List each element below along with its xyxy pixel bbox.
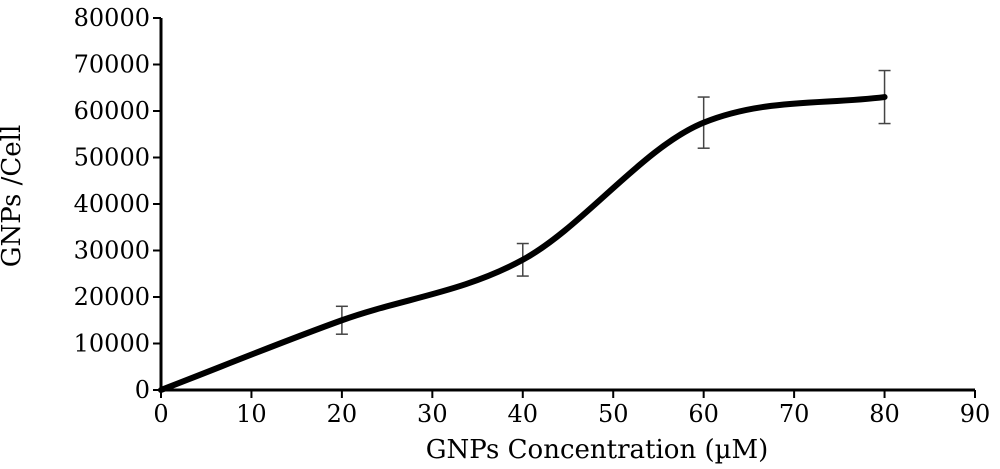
x-tick-label: 10 xyxy=(236,400,267,428)
error-bars xyxy=(335,69,891,335)
x-tick-label: 20 xyxy=(327,400,358,428)
x-tick-label: 0 xyxy=(153,400,168,428)
y-tick-label: 20000 xyxy=(74,283,150,311)
y-tick-label: 60000 xyxy=(74,97,150,125)
x-axis-title: GNPs Concentration (µM) xyxy=(426,435,769,465)
x-tick-label: 80 xyxy=(869,400,900,428)
x-tick-label: 30 xyxy=(417,400,448,428)
y-tick-label: 10000 xyxy=(74,330,150,358)
y-axis-ticks: 0 10000 20000 30000 40000 50000 60000 70000 8000… xyxy=(74,4,161,404)
x-tick-label: 60 xyxy=(688,400,719,428)
series-line xyxy=(158,94,888,393)
y-axis-title: GNPs /Cell xyxy=(0,125,27,268)
x-tick-label: 90 xyxy=(960,400,991,428)
y-tick-label: 80000 xyxy=(74,4,150,32)
y-tick-label: 70000 xyxy=(74,51,150,79)
x-tick-label: 40 xyxy=(508,400,539,428)
x-axis-ticks: 0 10 20 30 40 50 60 70 80 90 xyxy=(153,390,990,428)
x-tick-label: 50 xyxy=(598,400,629,428)
y-tick-label: 0 xyxy=(135,376,150,404)
y-tick-label: 30000 xyxy=(74,237,150,265)
y-tick-label: 40000 xyxy=(74,190,150,218)
x-tick-label: 70 xyxy=(779,400,810,428)
y-tick-label: 50000 xyxy=(74,144,150,172)
